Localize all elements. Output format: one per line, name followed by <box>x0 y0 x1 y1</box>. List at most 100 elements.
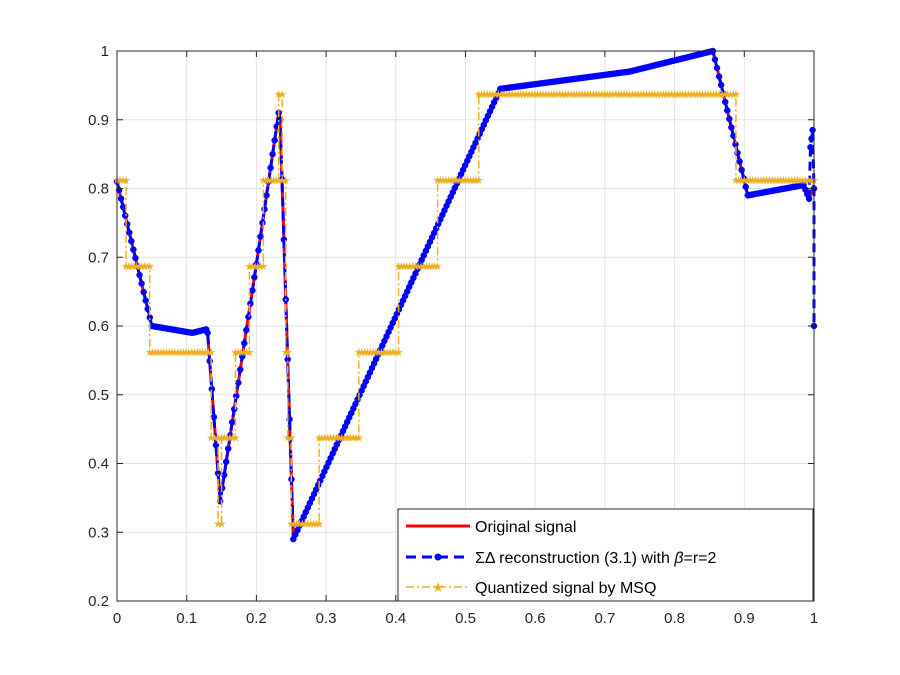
y-tick-label: 1 <box>101 43 109 60</box>
msq-marker: ★ <box>507 88 517 101</box>
msq-marker: ★ <box>266 174 276 187</box>
x-tick-label: 0.2 <box>246 610 267 627</box>
msq-marker: ★ <box>371 346 381 359</box>
msq-marker: ★ <box>391 346 401 359</box>
msq-marker: ★ <box>286 518 296 531</box>
msq-marker: ★ <box>647 88 657 101</box>
sd-marker <box>257 233 264 240</box>
msq-marker: ★ <box>236 346 246 359</box>
msq-marker: ★ <box>394 346 404 359</box>
msq-marker: ★ <box>616 88 626 101</box>
x-tick-label: 0.1 <box>176 610 197 627</box>
sd-marker <box>808 135 815 142</box>
msq-marker: ★ <box>762 174 772 187</box>
msq-marker: ★ <box>468 174 478 187</box>
msq-marker: ★ <box>519 88 529 101</box>
sd-marker <box>222 458 230 466</box>
msq-marker: ★ <box>192 346 202 359</box>
msq-marker: ★ <box>706 88 716 101</box>
msq-marker: ★ <box>622 88 632 101</box>
msq-marker: ★ <box>396 260 406 273</box>
msq-marker: ★ <box>345 432 355 445</box>
msq-marker: ★ <box>669 88 679 101</box>
msq-marker: ★ <box>148 346 158 359</box>
msq-marker: ★ <box>678 88 688 101</box>
msq-marker: ★ <box>300 518 310 531</box>
msq-marker: ★ <box>167 346 177 359</box>
msq-marker: ★ <box>162 346 172 359</box>
y-tick-label: 0.2 <box>88 593 109 610</box>
msq-marker: ★ <box>219 432 229 445</box>
msq-marker: ★ <box>203 346 213 359</box>
msq-marker: ★ <box>449 174 459 187</box>
msq-marker: ★ <box>210 432 220 445</box>
msq-marker: ★ <box>502 88 512 101</box>
msq-marker: ★ <box>134 260 144 273</box>
msq-marker: ★ <box>784 174 794 187</box>
msq-marker: ★ <box>787 174 797 187</box>
msq-marker: ★ <box>672 88 682 101</box>
sd-marker <box>713 64 721 72</box>
msq-marker: ★ <box>244 260 254 273</box>
sd-marker <box>224 445 232 452</box>
msq-marker: ★ <box>516 88 526 101</box>
sd-marker <box>726 115 733 123</box>
sd-reconstruction-markers <box>113 47 818 543</box>
msq-marker: ★ <box>521 88 531 101</box>
msq-marker: ★ <box>725 88 735 101</box>
x-tick-label: 0.6 <box>525 610 546 627</box>
msq-marker: ★ <box>803 174 813 187</box>
msq-marker: ★ <box>250 260 260 273</box>
msq-marker: ★ <box>422 260 432 273</box>
sd-marker <box>711 56 719 63</box>
msq-marker: ★ <box>189 346 199 359</box>
msq-marker: ★ <box>225 432 235 445</box>
msq-marker: ★ <box>377 346 387 359</box>
msq-marker: ★ <box>184 346 194 359</box>
msq-marker: ★ <box>283 346 293 359</box>
msq-marker: ★ <box>277 88 287 101</box>
sd-marker <box>241 339 248 347</box>
msq-marker: ★ <box>667 88 677 101</box>
msq-marker: ★ <box>510 88 520 101</box>
msq-marker: ★ <box>388 346 398 359</box>
msq-marker: ★ <box>614 88 624 101</box>
sd-marker <box>124 220 131 228</box>
msq-marker: ★ <box>580 88 590 101</box>
msq-marker: ★ <box>178 346 188 359</box>
msq-marker: ★ <box>463 174 473 187</box>
sd-marker <box>140 288 147 296</box>
msq-marker: ★ <box>770 174 780 187</box>
msq-marker: ★ <box>228 432 238 445</box>
y-tick-label: 0.9 <box>88 112 109 129</box>
sd-marker <box>261 205 268 213</box>
msq-marker: ★ <box>410 260 420 273</box>
msq-marker: ★ <box>630 88 640 101</box>
msq-marker: ★ <box>753 174 763 187</box>
msq-marker: ★ <box>745 174 755 187</box>
x-tick-label: 0.8 <box>664 610 685 627</box>
msq-marker: ★ <box>289 518 299 531</box>
msq-marker: ★ <box>778 174 788 187</box>
y-tick-label: 0.8 <box>88 181 109 198</box>
msq-marker: ★ <box>261 174 271 187</box>
sd-marker <box>142 297 149 304</box>
series-layer: ★★★★★★★★★★★★★★★★★★★★★★★★★★★★★★★★★★★★★★★★… <box>112 47 819 543</box>
msq-marker: ★ <box>457 174 467 187</box>
y-tick-label: 0.5 <box>88 387 109 404</box>
msq-marker: ★ <box>382 346 392 359</box>
msq-marker: ★ <box>277 174 287 187</box>
sd-marker <box>228 419 236 426</box>
msq-marker: ★ <box>351 432 361 445</box>
msq-marker: ★ <box>416 260 426 273</box>
msq-marker: ★ <box>588 88 598 101</box>
msq-marker: ★ <box>560 88 570 101</box>
msq-marker: ★ <box>379 346 389 359</box>
msq-marker: ★ <box>605 88 615 101</box>
sd-marker <box>126 229 133 236</box>
msq-marker: ★ <box>427 260 437 273</box>
msq-marker: ★ <box>348 432 358 445</box>
msq-marker: ★ <box>399 260 409 273</box>
msq-marker: ★ <box>274 88 284 101</box>
msq-marker: ★ <box>600 88 610 101</box>
